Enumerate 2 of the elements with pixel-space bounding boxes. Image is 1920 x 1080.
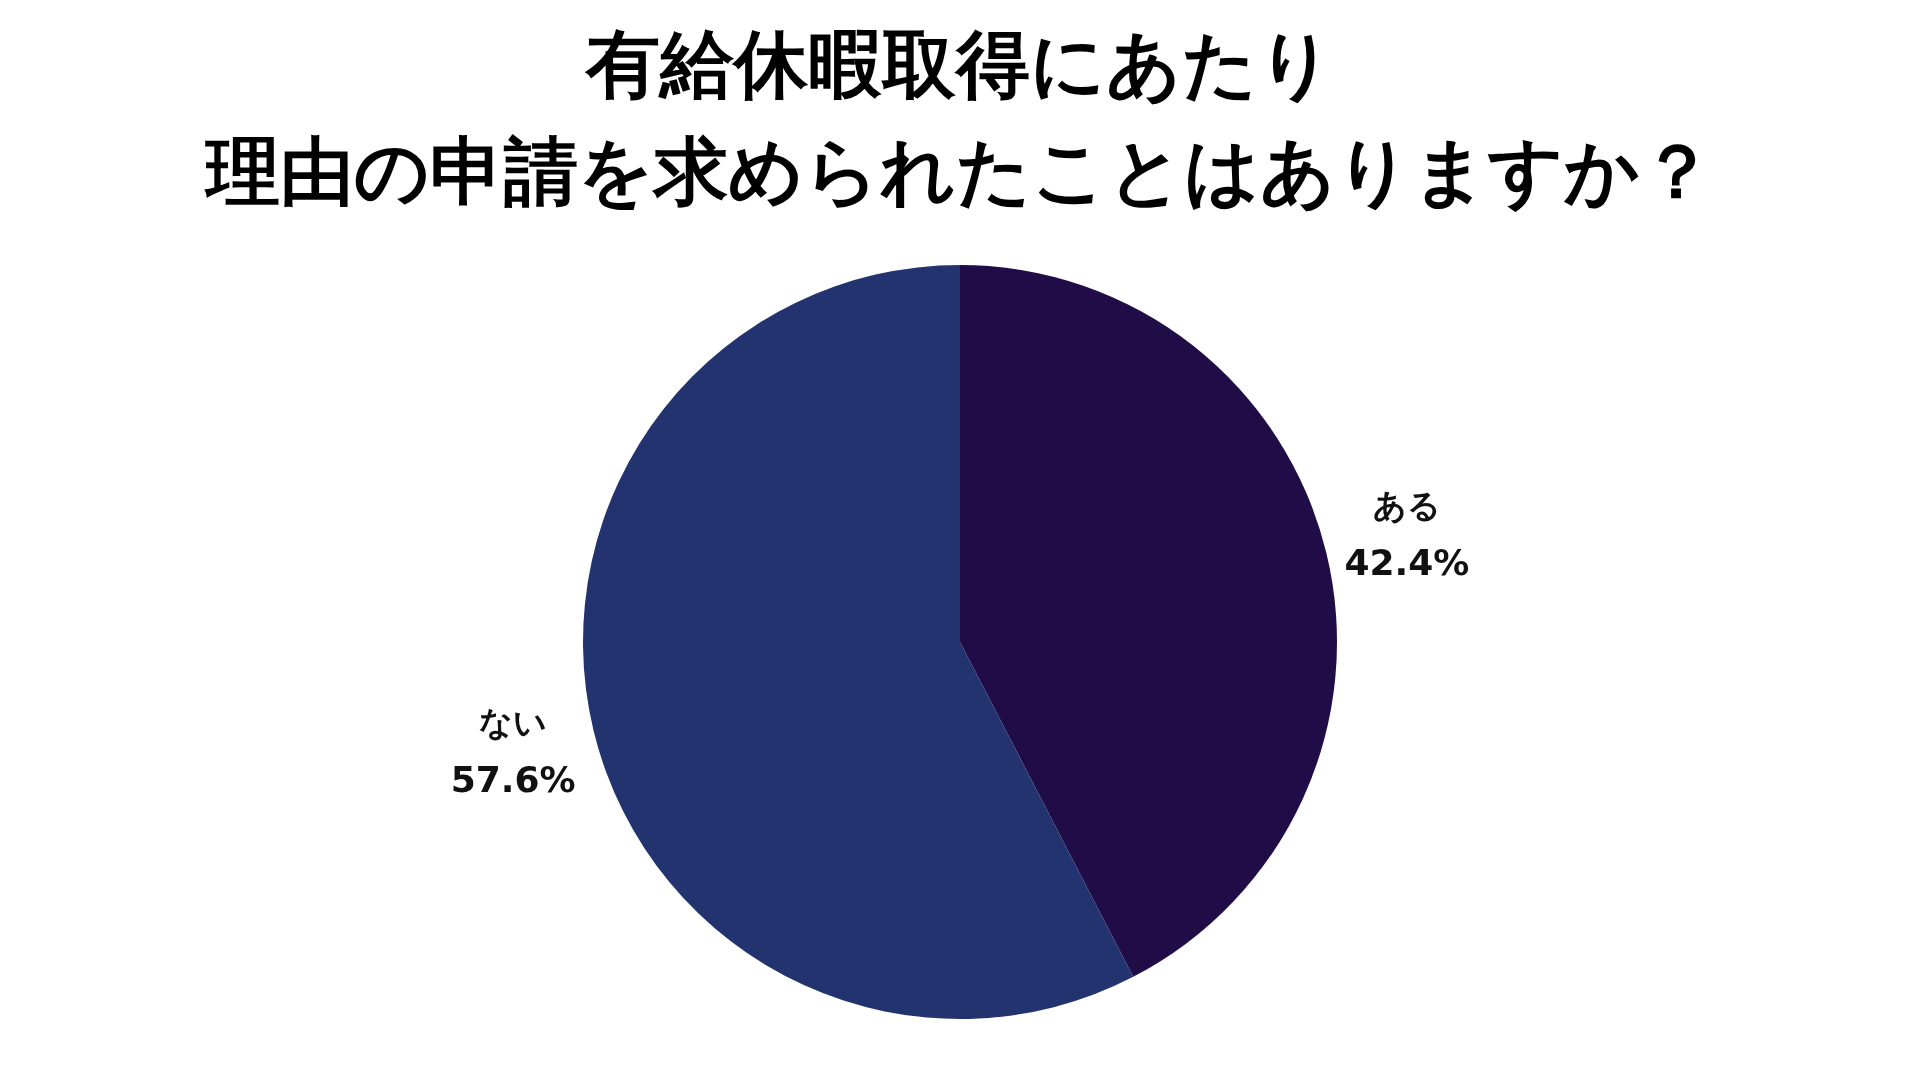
subtitle: 理由の申請を求められたことはありますか？: [206, 128, 1714, 214]
title: 有給休暇取得にあたり: [586, 21, 1334, 107]
